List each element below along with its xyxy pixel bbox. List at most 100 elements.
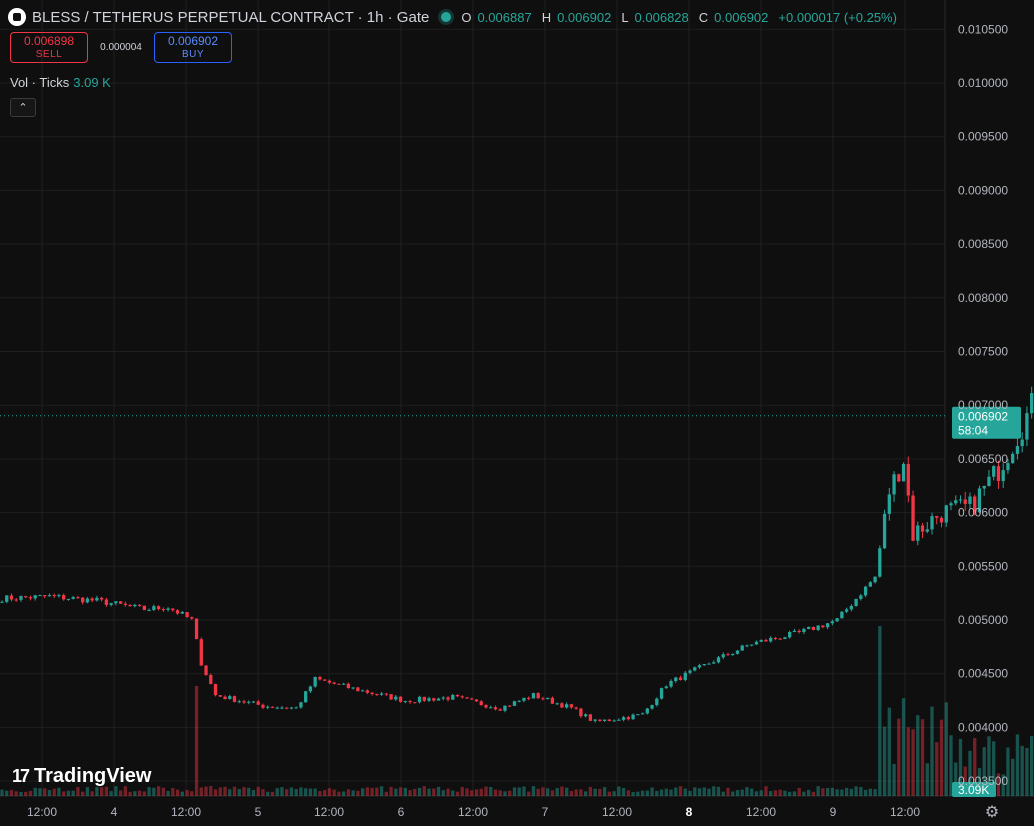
volume-indicator-legend[interactable]: Vol · Ticks 3.09 K xyxy=(10,75,111,90)
volume-indicator-label: Vol · Ticks xyxy=(10,75,70,90)
price-axis-label: 0.007500 xyxy=(958,345,1008,359)
candle-body xyxy=(384,693,388,695)
price-axis-label: 0.008500 xyxy=(958,237,1008,251)
volume-bar xyxy=(508,790,512,796)
volume-bar xyxy=(137,790,142,796)
volume-bar xyxy=(38,788,42,796)
collapse-legend-button[interactable]: ⌃ xyxy=(10,98,36,117)
volume-bar xyxy=(778,789,782,796)
candle-body xyxy=(76,597,80,599)
volume-bar xyxy=(256,786,260,796)
volume-bar xyxy=(33,787,37,796)
candle-body xyxy=(323,679,327,681)
candle-body xyxy=(816,625,820,630)
candle-body xyxy=(346,683,351,689)
volume-bar xyxy=(911,729,915,796)
candle-body xyxy=(389,694,393,700)
candle-body xyxy=(930,516,934,530)
volume-bar xyxy=(285,789,289,796)
candle-body xyxy=(118,601,123,604)
volume-bar xyxy=(754,791,759,796)
volume-bar xyxy=(560,786,564,796)
candle-body xyxy=(280,707,284,709)
volume-bar xyxy=(142,791,146,796)
candle-body xyxy=(474,699,479,702)
price-axis-label: 0.006000 xyxy=(958,506,1008,520)
volume-bar xyxy=(209,786,213,796)
sell-button[interactable]: 0.006898 SELL xyxy=(10,32,88,63)
candle-body xyxy=(398,696,403,702)
candle-body xyxy=(71,597,75,599)
candle-body xyxy=(754,641,759,645)
candle-body xyxy=(645,708,649,714)
candle-body xyxy=(351,687,355,689)
volume-bar xyxy=(640,790,645,796)
volume-bar xyxy=(678,786,683,796)
volume-bar xyxy=(583,791,588,796)
volume-bar xyxy=(432,788,436,796)
candle-body xyxy=(185,612,189,618)
candle-body xyxy=(621,717,626,720)
candle-body xyxy=(536,693,540,699)
candle-body xyxy=(987,476,991,487)
candle-body xyxy=(574,707,578,709)
candle-body xyxy=(28,597,33,599)
buy-button[interactable]: 0.006902 BUY xyxy=(154,32,232,63)
candle-body xyxy=(977,488,982,513)
volume-value-label: 3.09K xyxy=(958,783,989,797)
volume-bar xyxy=(792,791,797,796)
bar-countdown-label: 58:04 xyxy=(958,424,988,438)
candle-body xyxy=(66,598,71,600)
gear-icon[interactable]: ⚙ xyxy=(984,804,1000,821)
volume-bar xyxy=(745,787,749,796)
volume-bar xyxy=(759,790,763,796)
candle-body xyxy=(247,701,251,703)
time-axis-label: 12:00 xyxy=(746,805,776,819)
volume-bar xyxy=(930,706,934,796)
volume-bar xyxy=(304,788,308,796)
candle-body xyxy=(555,703,559,705)
candle-body xyxy=(674,677,678,682)
candle-body xyxy=(294,707,298,709)
volume-bar xyxy=(14,791,18,796)
volume-bar xyxy=(811,791,816,796)
volume-bar xyxy=(882,726,887,796)
candle-body xyxy=(85,598,90,603)
volume-bar xyxy=(327,788,332,796)
volume-bar xyxy=(313,788,317,796)
candle-body xyxy=(963,499,967,504)
volume-bar xyxy=(261,789,265,796)
tradingview-logo[interactable]: 17 TradingView xyxy=(12,765,151,788)
volume-bar xyxy=(688,790,692,796)
volume-bar xyxy=(1020,745,1024,796)
volume-bar xyxy=(897,718,901,796)
volume-bar xyxy=(707,788,711,796)
chart-header: BLESS / TETHERUS PERPETUAL CONTRACT · 1h… xyxy=(8,6,901,28)
volume-bar xyxy=(275,788,279,796)
volume-bar xyxy=(413,788,417,796)
candle-body xyxy=(712,662,716,664)
candle-body xyxy=(773,637,778,639)
candle-body xyxy=(901,463,906,482)
volume-bar xyxy=(963,766,967,796)
symbol-title[interactable]: BLESS / TETHERUS PERPETUAL CONTRACT · 1h… xyxy=(32,8,430,26)
candle-body xyxy=(920,525,925,532)
candle-body xyxy=(360,690,365,692)
candle-body xyxy=(455,695,460,697)
volume-bar xyxy=(612,791,616,796)
last-price-label: 0.006902 xyxy=(958,410,1008,424)
candle-body xyxy=(218,695,222,697)
volume-bar xyxy=(840,789,844,796)
candle-body xyxy=(327,680,332,683)
candle-body xyxy=(19,596,23,600)
volume-bar xyxy=(247,787,251,796)
candle-body xyxy=(24,596,28,598)
candle-body xyxy=(285,707,289,709)
candle-body xyxy=(935,516,939,518)
candle-body xyxy=(261,704,265,708)
price-axis-label: 0.010000 xyxy=(958,76,1008,90)
ohlc-high-key: H xyxy=(541,9,552,25)
candle-body xyxy=(441,697,445,699)
